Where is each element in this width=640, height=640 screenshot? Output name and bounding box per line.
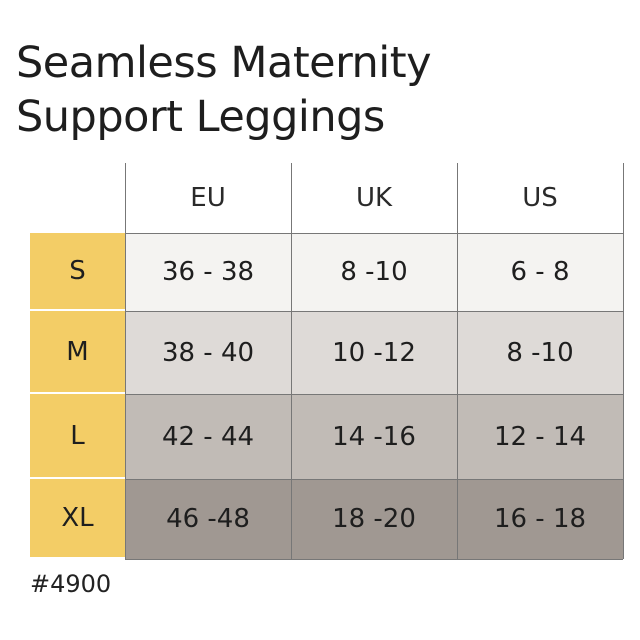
row-divider bbox=[125, 559, 623, 560]
size-value-eu: 36 - 38 bbox=[125, 233, 291, 311]
column-header-uk: UK bbox=[355, 183, 393, 213]
size-label: L bbox=[30, 394, 125, 479]
title-line-2: Support Leggings bbox=[16, 92, 385, 142]
size-value-uk: 14 -16 bbox=[291, 394, 457, 479]
size-value-eu: 42 - 44 bbox=[125, 394, 291, 479]
size-value-us: 16 - 18 bbox=[457, 479, 623, 559]
size-value-uk: 18 -20 bbox=[291, 479, 457, 559]
size-value-us: 6 - 8 bbox=[457, 233, 623, 311]
size-value-eu: 38 - 40 bbox=[125, 311, 291, 394]
size-label: XL bbox=[30, 479, 125, 559]
row-divider bbox=[125, 394, 623, 395]
column-divider bbox=[623, 163, 624, 559]
column-divider bbox=[125, 163, 126, 559]
column-divider bbox=[457, 163, 458, 559]
size-label: S bbox=[30, 233, 125, 311]
size-value-uk: 10 -12 bbox=[291, 311, 457, 394]
size-value-eu: 46 -48 bbox=[125, 479, 291, 559]
column-header-us: US bbox=[522, 183, 558, 213]
product-title: Seamless Maternity Support Leggings bbox=[16, 36, 432, 144]
column-header-eu: EU bbox=[190, 183, 226, 213]
row-divider bbox=[125, 479, 623, 480]
product-sku: #4900 bbox=[30, 570, 112, 598]
column-divider bbox=[291, 163, 292, 559]
row-divider bbox=[125, 233, 623, 234]
size-label: M bbox=[30, 311, 125, 394]
title-line-1: Seamless Maternity bbox=[16, 38, 432, 88]
size-chart: EU UK US S 36 - 38 8 -10 6 - 8 M 38 - 40 10 -12 8 … bbox=[30, 163, 624, 560]
row-divider bbox=[125, 311, 623, 312]
size-value-us: 8 -10 bbox=[457, 311, 623, 394]
size-value-uk: 8 -10 bbox=[291, 233, 457, 311]
size-value-us: 12 - 14 bbox=[457, 394, 623, 479]
